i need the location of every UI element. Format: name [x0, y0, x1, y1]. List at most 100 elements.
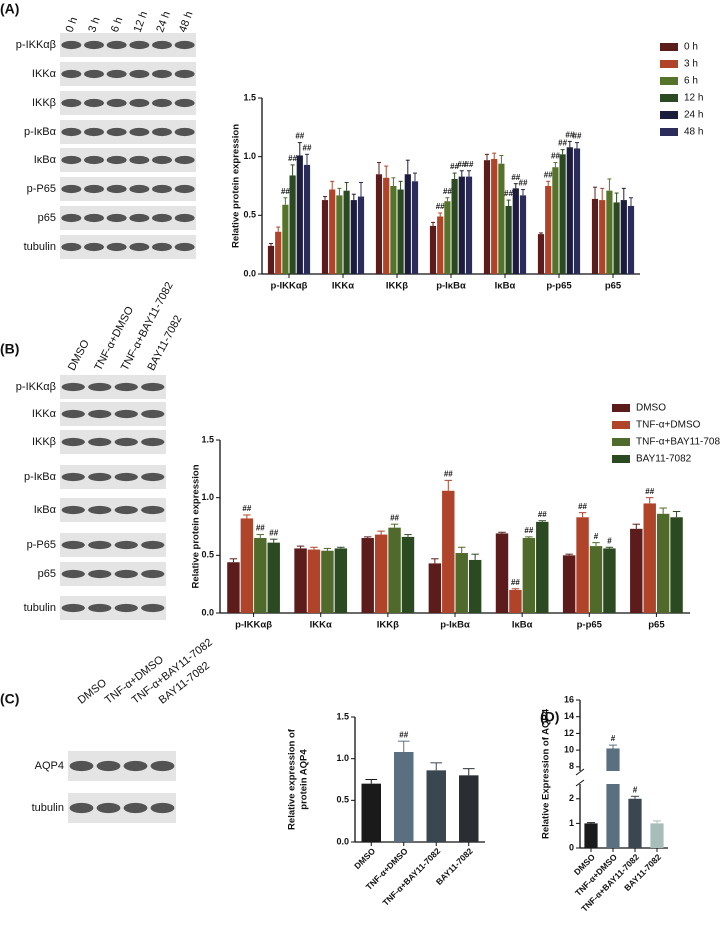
significance-label: ##: [551, 152, 560, 161]
bar: [656, 513, 670, 613]
significance-label: ##: [443, 187, 452, 196]
blot-band: [152, 155, 172, 165]
bar: [321, 550, 334, 613]
blot-band: [114, 569, 138, 579]
blot-band: [114, 437, 138, 447]
row-label: p65: [38, 212, 56, 224]
significance-label: #: [611, 734, 616, 743]
y-tick-label: 12: [564, 728, 574, 738]
bar: [411, 181, 419, 274]
y-tick-label: 1.5: [243, 92, 256, 102]
y-tick-label: 8: [569, 761, 574, 771]
blot-band: [106, 155, 127, 165]
y-tick-label: 0.5: [201, 550, 214, 560]
blot-band: [129, 40, 150, 50]
legend-label: 48 h: [684, 127, 703, 138]
row-label: tubulin: [24, 602, 56, 614]
legend-swatch: [660, 111, 678, 119]
blot-band: [152, 242, 172, 252]
blot-band: [84, 69, 104, 79]
y-tick-label: 1.0: [336, 753, 349, 763]
blot-band: [106, 40, 127, 50]
significance-label: #: [633, 785, 638, 794]
bar: [397, 189, 404, 274]
blot-band: [61, 569, 85, 579]
legend-label: TNF-α+BAY11-7082: [636, 437, 720, 448]
bar: [606, 190, 613, 274]
lane-label: 6 h: [109, 16, 126, 34]
bar: [267, 245, 275, 274]
axis-break: [575, 768, 585, 776]
blot-band: [150, 760, 175, 772]
y-tick-label: 10: [564, 744, 574, 754]
significance-label: #: [594, 532, 599, 541]
lane-label: 3 h: [86, 16, 103, 34]
significance-label: ##: [578, 502, 587, 511]
bar: [606, 748, 620, 848]
blot-band: [61, 98, 82, 108]
bar: [465, 176, 473, 274]
bar: [296, 155, 303, 274]
bar: [505, 205, 512, 274]
blot-band: [174, 184, 195, 194]
bar: [495, 533, 509, 613]
x-tick-label: IKKβ: [377, 620, 399, 631]
bar: [519, 195, 527, 274]
y-tick-label: 0.5: [243, 210, 256, 220]
bar: [227, 562, 240, 613]
blot-band: [141, 409, 165, 419]
significance-label: ##: [295, 132, 304, 141]
blot-strip: [60, 33, 196, 57]
bar: [545, 186, 552, 274]
bar: [537, 234, 545, 274]
blot-strip: [60, 206, 196, 230]
y-tick-label: 0.0: [201, 607, 214, 617]
x-tick-label: IκBα: [512, 620, 533, 631]
x-tick-label: TNF-α+BAY11-7082: [380, 846, 442, 908]
bar: [275, 231, 282, 274]
significance-label: ##: [303, 143, 312, 152]
panel-letter: (C): [0, 691, 19, 707]
blot-band: [114, 540, 138, 550]
legend-label: 24 h: [684, 110, 703, 121]
significance-label: ##: [399, 730, 408, 739]
bar: [303, 164, 311, 274]
legend-swatch: [612, 455, 630, 463]
blot-band: [114, 603, 138, 613]
lane-label: 24 h: [154, 10, 173, 34]
row-label: p-IKKαβ: [16, 39, 56, 51]
bar: [394, 752, 414, 842]
blot-band: [61, 382, 85, 392]
panel-letter: (B): [0, 341, 19, 357]
y-axis-label: Relative expression of: [287, 728, 298, 830]
bar: [491, 159, 498, 274]
blot-band: [61, 505, 85, 515]
bar: [483, 160, 491, 274]
significance-label: ##: [269, 528, 278, 537]
row-label: IKKα: [32, 408, 57, 420]
blot-band: [84, 213, 104, 223]
blot-band: [88, 409, 112, 419]
x-tick-label: IKKβ: [386, 281, 408, 292]
blot-band: [129, 213, 150, 223]
blot-band: [123, 760, 148, 772]
significance-label: ##: [519, 179, 528, 188]
blot-band: [61, 437, 85, 447]
panel-letter: (A): [0, 1, 19, 17]
blot-band: [141, 505, 165, 515]
blot-band: [61, 603, 85, 613]
legend-label: 12 h: [684, 93, 703, 104]
blot-band: [84, 155, 104, 165]
bar: [573, 148, 581, 274]
blot-band: [84, 184, 104, 194]
bar: [374, 534, 388, 613]
x-tick-label: p-p65: [546, 281, 572, 292]
significance-label: ##: [281, 187, 290, 196]
x-tick-label: p65: [648, 620, 665, 631]
legend-swatch: [612, 404, 630, 412]
row-label: p-P65: [27, 183, 56, 195]
blot-band: [129, 155, 150, 165]
bar: [388, 527, 401, 613]
legend-label: 6 h: [684, 76, 698, 87]
x-tick-label: p-IκBα: [436, 281, 466, 292]
